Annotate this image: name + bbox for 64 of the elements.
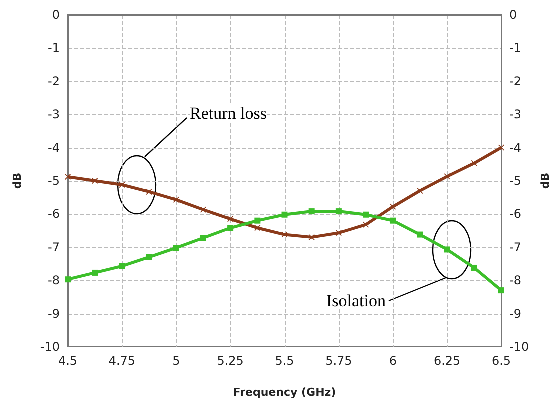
x-tick-label: 4.75 (108, 354, 136, 368)
point (173, 196, 180, 203)
y-tick-label: -3 (48, 108, 60, 122)
y2-tick-label: -7 (510, 240, 522, 254)
x-tick-label: 6.25 (434, 354, 461, 368)
point (390, 204, 396, 210)
x-tick-label: 6 (389, 354, 397, 368)
x-tick-label: 5 (172, 354, 180, 368)
y-tick-label: -8 (48, 274, 60, 288)
y2-axis-title: dB (539, 172, 552, 190)
y2-tick-label: -8 (510, 274, 522, 288)
y2-tick-label: -1 (510, 41, 522, 56)
point (471, 264, 478, 271)
y2-tick-label: -9 (510, 306, 522, 321)
y2-tick-label: -5 (510, 174, 522, 188)
point (254, 218, 261, 224)
y-tick-label: -5 (48, 174, 60, 188)
point (336, 208, 342, 215)
annotation: Return loss (190, 104, 267, 123)
x-tick-label: 6.5 (492, 354, 512, 368)
x-tick-label: 5.75 (326, 354, 352, 368)
y-tick-label: -6 (48, 207, 60, 222)
point (200, 235, 206, 242)
point (363, 212, 370, 218)
x-tick-label: 5.25 (217, 354, 244, 368)
x-tick-label: 4.5 (58, 354, 78, 368)
point (146, 254, 152, 260)
point (282, 232, 288, 238)
x-tick-label: 5.5 (275, 354, 294, 368)
y-tick-label: -1 (48, 41, 60, 56)
point (65, 174, 71, 180)
point (336, 230, 342, 236)
y-axis-title: dB (11, 172, 24, 190)
y-tick-label: 0 (52, 8, 60, 22)
point (390, 218, 396, 224)
y2-tick-label: -2 (510, 74, 522, 88)
point (444, 246, 450, 253)
point (200, 206, 206, 213)
point (65, 276, 71, 283)
y-tick-label: -9 (48, 306, 60, 321)
point (498, 288, 504, 294)
y2-tick-label: 0 (510, 8, 518, 22)
point (308, 234, 315, 240)
y-tick-label: -4 (48, 140, 60, 155)
y2-tick-label: -3 (510, 108, 522, 122)
annotation: Isolation (326, 292, 386, 310)
y2-tick-label: -10 (510, 340, 530, 354)
y-tick-label: -7 (48, 240, 60, 254)
point (173, 245, 180, 252)
point (228, 225, 234, 232)
point (92, 270, 98, 276)
point (282, 212, 288, 218)
point (471, 160, 478, 166)
y-tick-label: -10 (40, 340, 60, 354)
point (254, 225, 261, 232)
y-tick-label: -2 (48, 74, 60, 88)
point (119, 263, 126, 270)
point (308, 208, 315, 215)
y2-tick-label: -4 (510, 140, 522, 155)
point (444, 174, 450, 180)
point (417, 232, 424, 238)
y2-tick-label: -6 (510, 207, 522, 222)
point (92, 178, 98, 184)
x-axis-title: Frequency (GHz) (233, 386, 336, 399)
